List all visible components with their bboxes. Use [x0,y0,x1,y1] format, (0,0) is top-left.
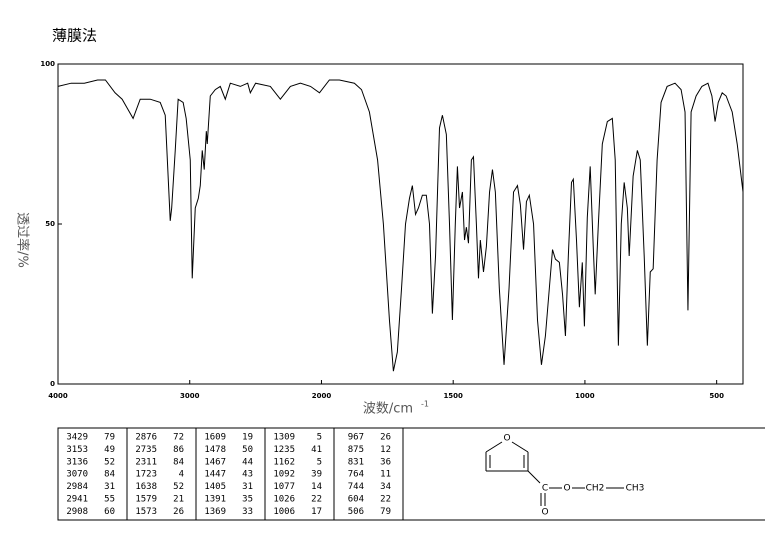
table-transmittance: 52 [104,457,115,467]
table-transmittance: 86 [173,445,184,455]
table-transmittance: 31 [104,482,115,492]
table-wavenumber: 2311 [135,457,157,467]
table-wavenumber: 1447 [204,470,226,480]
atom-label: C [542,484,548,494]
table-wavenumber: 1026 [273,495,295,505]
atom-label: CH3 [626,484,645,494]
table-wavenumber: 1162 [273,457,295,467]
table-transmittance: 26 [380,433,391,443]
y-tick-label: 50 [45,220,55,228]
table-wavenumber: 3136 [66,457,88,467]
table-wavenumber: 764 [348,470,364,480]
table-wavenumber: 2735 [135,445,157,455]
table-transmittance: 19 [242,433,253,443]
table-frame [57,427,765,521]
x-tick-label: 1000 [575,392,595,400]
table-transmittance: 5 [317,433,322,443]
table-wavenumber: 604 [348,495,364,505]
table-transmittance: 84 [104,470,115,480]
table-wavenumber: 1369 [204,507,226,517]
atom-label: O [541,508,548,518]
table-wavenumber: 2908 [66,507,88,517]
table-wavenumber: 1638 [135,482,157,492]
table-transmittance: 55 [104,495,115,505]
table-transmittance: 26 [173,507,184,517]
table-transmittance: 11 [380,470,391,480]
table-wavenumber: 1006 [273,507,295,517]
table-transmittance: 12 [380,445,391,455]
table-wavenumber: 875 [348,445,364,455]
table-transmittance: 21 [173,495,184,505]
x-tick-label: 1500 [443,392,463,400]
table-transmittance: 72 [173,433,184,443]
table-wavenumber: 2941 [66,495,88,505]
table-transmittance: 17 [311,507,322,517]
table-wavenumber: 967 [348,433,364,443]
page-title: 薄膜法 [52,27,97,45]
spectrum-line [57,79,744,372]
table-transmittance: 5 [317,457,322,467]
table-transmittance: 36 [380,457,391,467]
table-wavenumber: 2984 [66,482,88,492]
table-transmittance: 39 [311,470,322,480]
atom-label: O [563,484,570,494]
x-tick-label: 2000 [312,392,332,400]
table-wavenumber: 1092 [273,470,295,480]
table-wavenumber: 1391 [204,495,226,505]
table-transmittance: 14 [311,482,322,492]
table-wavenumber: 1405 [204,482,226,492]
table-wavenumber: 1573 [135,507,157,517]
structure-bonds [485,441,624,506]
y-tick-label: 0 [50,380,55,388]
x-tick-label: 500 [709,392,724,400]
table-transmittance: 43 [242,470,253,480]
y-tick-label: 100 [40,60,55,68]
table-transmittance: 41 [311,445,322,455]
table-transmittance: 49 [104,445,115,455]
atom-label: O [503,434,510,444]
x-tick-label: 4000 [48,392,68,400]
table-transmittance: 22 [380,495,391,505]
table-transmittance: 60 [104,507,115,517]
structure-atoms: O C O O CH2 CH3 [503,434,644,518]
table-wavenumber: 831 [348,457,364,467]
table-wavenumber: 1609 [204,433,226,443]
table-transmittance: 35 [242,495,253,505]
table-transmittance: 50 [242,445,253,455]
atom-label: CH2 [586,484,605,494]
table-transmittance: 84 [173,457,184,467]
table-wavenumber: 1579 [135,495,157,505]
table-transmittance: 22 [311,495,322,505]
table-transmittance: 31 [242,482,253,492]
table-wavenumber: 3153 [66,445,88,455]
table-wavenumber: 1235 [273,445,295,455]
plot-frame [57,63,744,385]
table-wavenumber: 2876 [135,433,157,443]
table-wavenumber: 506 [348,507,364,517]
table-transmittance: 44 [242,457,253,467]
y-axis-label: 透过率/% [15,212,31,268]
x-axis-label: 波数/cm [363,402,413,417]
table-transmittance: 34 [380,482,391,492]
table-wavenumber: 3429 [66,433,88,443]
table-wavenumber: 1723 [135,470,157,480]
table-transmittance: 4 [179,470,184,480]
table-transmittance: 79 [104,433,115,443]
table-wavenumber: 1077 [273,482,295,492]
table-wavenumber: 744 [348,482,364,492]
table-wavenumber: 1478 [204,445,226,455]
table-wavenumber: 1467 [204,457,226,467]
table-wavenumber: 3070 [66,470,88,480]
x-axis-label-superscript: -1 [421,400,429,409]
table-transmittance: 52 [173,482,184,492]
table-transmittance: 79 [380,507,391,517]
table-transmittance: 33 [242,507,253,517]
x-tick-label: 3000 [180,392,200,400]
table-wavenumber: 1309 [273,433,295,443]
